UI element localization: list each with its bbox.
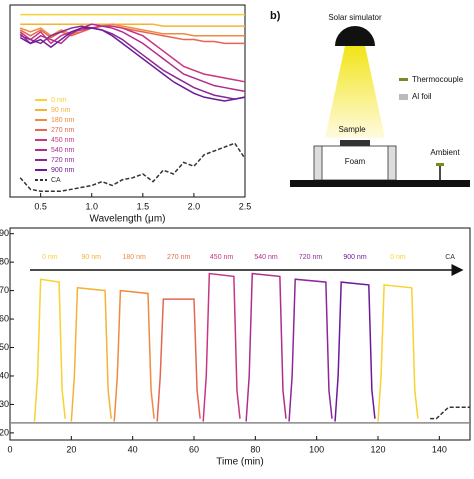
legend-label: CA xyxy=(51,177,61,184)
y-tick-label: 50 xyxy=(0,342,9,352)
plot-frame xyxy=(9,227,471,441)
series-line xyxy=(70,286,112,422)
series-line xyxy=(19,25,246,83)
series-label: 450 nm xyxy=(210,254,234,261)
lamp xyxy=(335,26,375,46)
x-tick-label: 0.5 xyxy=(34,201,47,211)
y-tick-label: 20 xyxy=(0,427,9,437)
foam-label: Foam xyxy=(345,157,366,166)
thermocouple-label: Thermocouple xyxy=(412,75,464,84)
sample xyxy=(340,140,370,146)
x-tick-label: 20 xyxy=(66,444,76,454)
x-tick-label: 1.0 xyxy=(85,201,98,211)
lamp-label: Solar simulator xyxy=(328,13,382,22)
series-line xyxy=(19,27,246,102)
legend-label: 0 nm xyxy=(51,97,67,104)
series-line xyxy=(430,406,470,420)
legend-label: 720 nm xyxy=(51,157,75,164)
x-tick-label: 1.5 xyxy=(137,201,150,211)
foil-label: Al foil xyxy=(412,92,432,101)
panel-label: b) xyxy=(270,10,281,22)
x-tick-label: 120 xyxy=(370,444,385,454)
series-label: 900 nm xyxy=(343,254,367,261)
series-line xyxy=(33,278,66,422)
legend-label: 90 nm xyxy=(51,107,71,114)
ambient-label: Ambient xyxy=(430,148,460,157)
diagram: b) Solar simulator Thermocouple Al foil … xyxy=(270,10,470,187)
series-label: 180 nm xyxy=(123,254,147,261)
y-tick-label: 90 xyxy=(0,228,9,238)
x-tick-label: 80 xyxy=(250,444,260,454)
x-tick-label: 2.5 xyxy=(239,201,252,211)
foil-icon xyxy=(399,94,408,100)
legend-label: 270 nm xyxy=(51,127,75,134)
series-line xyxy=(19,25,246,100)
base xyxy=(290,180,470,187)
sample-label: Sample xyxy=(338,125,366,134)
legend-label: 180 nm xyxy=(51,117,75,124)
series-label: 90 nm xyxy=(82,254,102,261)
series-line xyxy=(156,298,201,422)
x-axis-label: Wavelength (μm) xyxy=(90,214,166,225)
legend-label: 900 nm xyxy=(51,167,75,174)
series-line xyxy=(19,142,246,192)
x-tick-label: 2.0 xyxy=(188,201,201,211)
series-label: 0 nm xyxy=(42,254,58,261)
series-line xyxy=(288,278,333,422)
series-label: CA xyxy=(445,254,455,261)
y-tick-label: 30 xyxy=(0,399,9,409)
x-tick-label: 140 xyxy=(432,444,447,454)
x-axis-label: Time (min) xyxy=(216,457,263,468)
y-tick-label: 60 xyxy=(0,313,9,323)
series-line xyxy=(19,23,245,37)
y-tick-label: 70 xyxy=(0,285,9,295)
x-tick-label: 100 xyxy=(309,444,324,454)
series-line xyxy=(113,289,155,422)
y-tick-label: 40 xyxy=(0,370,9,380)
x-tick-label: 0 xyxy=(7,444,12,454)
legend-label: 540 nm xyxy=(51,147,75,154)
x-tick-label: 60 xyxy=(189,444,199,454)
y-tick-label: 80 xyxy=(0,257,9,267)
series-label: 720 nm xyxy=(299,254,323,261)
ambient-sensor xyxy=(436,163,444,166)
legend-label: 450 nm xyxy=(51,137,75,144)
plot-frame xyxy=(9,4,246,198)
light-beam xyxy=(325,46,385,138)
series-line xyxy=(202,272,241,422)
series-line xyxy=(245,272,287,422)
x-tick-label: 40 xyxy=(128,444,138,454)
series-line xyxy=(20,23,245,27)
thermocouple-icon xyxy=(399,78,408,81)
series-line xyxy=(334,281,376,422)
series-label: 0 nm xyxy=(390,254,406,261)
series-line xyxy=(377,284,419,422)
series-label: 270 nm xyxy=(167,254,191,261)
series-label: 540 nm xyxy=(254,254,278,261)
